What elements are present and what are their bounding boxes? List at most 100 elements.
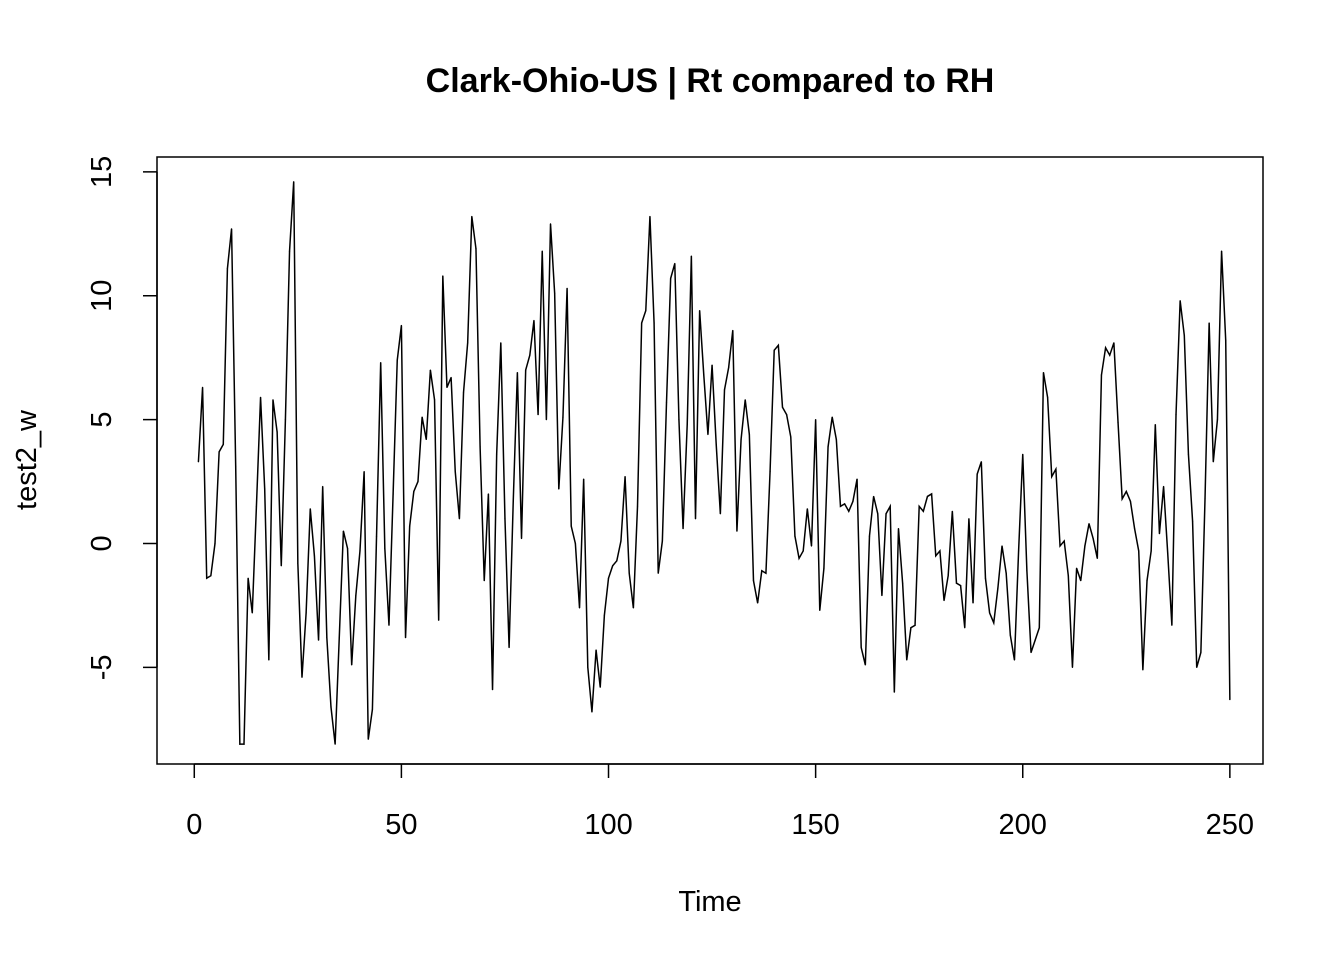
data-point (765, 572, 767, 574)
data-point (1171, 624, 1173, 626)
data-point (989, 612, 991, 614)
data-point (520, 537, 523, 540)
data-point (404, 637, 407, 639)
data-point (1084, 545, 1086, 547)
data-point (264, 488, 266, 490)
data-point (682, 528, 684, 530)
data-point (512, 500, 514, 502)
data-point (616, 560, 618, 562)
data-point (1042, 371, 1045, 374)
data-point (877, 513, 879, 515)
data-point (612, 565, 614, 567)
data-point (1158, 532, 1161, 535)
data-point (247, 577, 249, 579)
data-point (736, 530, 738, 532)
data-point (367, 738, 369, 740)
data-point (251, 612, 253, 614)
data-point (1146, 580, 1148, 582)
data-point (570, 525, 572, 527)
data-point (1121, 498, 1123, 500)
data-point (740, 438, 742, 441)
data-point (694, 518, 697, 520)
data-point (1038, 627, 1040, 629)
data-point (322, 485, 324, 488)
data-point (678, 419, 680, 421)
data-point (786, 414, 788, 416)
data-point (1059, 545, 1061, 547)
data-point (885, 513, 887, 515)
data-point (529, 354, 531, 356)
data-point (400, 324, 402, 327)
data-point (897, 528, 900, 530)
data-point (1208, 322, 1210, 324)
data-point (711, 364, 713, 366)
data-point (1162, 485, 1165, 488)
data-point (1109, 354, 1111, 356)
data-point (819, 609, 821, 611)
series-points (197, 181, 1231, 745)
data-point (1071, 666, 1074, 668)
data-point (794, 535, 796, 537)
data-point (1092, 537, 1094, 540)
data-point (674, 262, 676, 265)
data-point (1179, 300, 1181, 302)
data-point (773, 349, 775, 351)
data-point (1167, 552, 1169, 555)
data-point (330, 706, 332, 708)
data-point (396, 359, 398, 361)
data-point (533, 319, 535, 322)
data-point (1117, 421, 1119, 423)
data-point (566, 287, 568, 289)
data-point (268, 659, 270, 661)
data-point (1150, 550, 1152, 552)
data-point (259, 396, 262, 398)
data-point (218, 451, 220, 453)
y-axis-label: test2_w (11, 409, 43, 510)
data-point (508, 646, 510, 649)
data-point (1129, 500, 1132, 502)
chart-title: Clark-Ohio-US | Rt compared to RH (426, 62, 995, 100)
data-point (359, 550, 361, 552)
data-point (881, 594, 883, 597)
data-point (235, 466, 237, 468)
data-point (810, 545, 813, 547)
data-point (380, 362, 382, 364)
data-point (541, 250, 543, 252)
data-point (429, 369, 431, 371)
data-point (442, 275, 444, 277)
series-line (197, 181, 1231, 745)
data-point (719, 513, 721, 515)
data-point (914, 624, 916, 626)
data-point (715, 443, 717, 445)
data-point (243, 743, 245, 745)
x-tick-label: 50 (385, 809, 417, 841)
data-point (798, 557, 800, 559)
data-point (906, 659, 908, 661)
data-point (972, 602, 974, 604)
data-point (355, 594, 357, 597)
data-point (599, 686, 601, 688)
data-point (338, 637, 340, 639)
data-point (326, 637, 328, 639)
data-point (351, 664, 353, 666)
data-point (467, 342, 469, 344)
data-point (487, 493, 489, 495)
data-point (1113, 342, 1115, 344)
data-point (620, 540, 622, 542)
data-point (748, 433, 750, 436)
data-point (363, 471, 365, 473)
data-point (454, 471, 456, 473)
data-point (1047, 396, 1049, 398)
data-point (728, 366, 730, 369)
data-point (562, 416, 564, 418)
data-point (558, 488, 560, 490)
data-point (346, 547, 349, 550)
data-point (239, 743, 241, 745)
data-point (471, 215, 473, 218)
data-point (491, 689, 494, 691)
data-point (475, 248, 477, 250)
data-point (984, 577, 987, 579)
data-point (926, 495, 929, 498)
data-point (384, 547, 386, 550)
